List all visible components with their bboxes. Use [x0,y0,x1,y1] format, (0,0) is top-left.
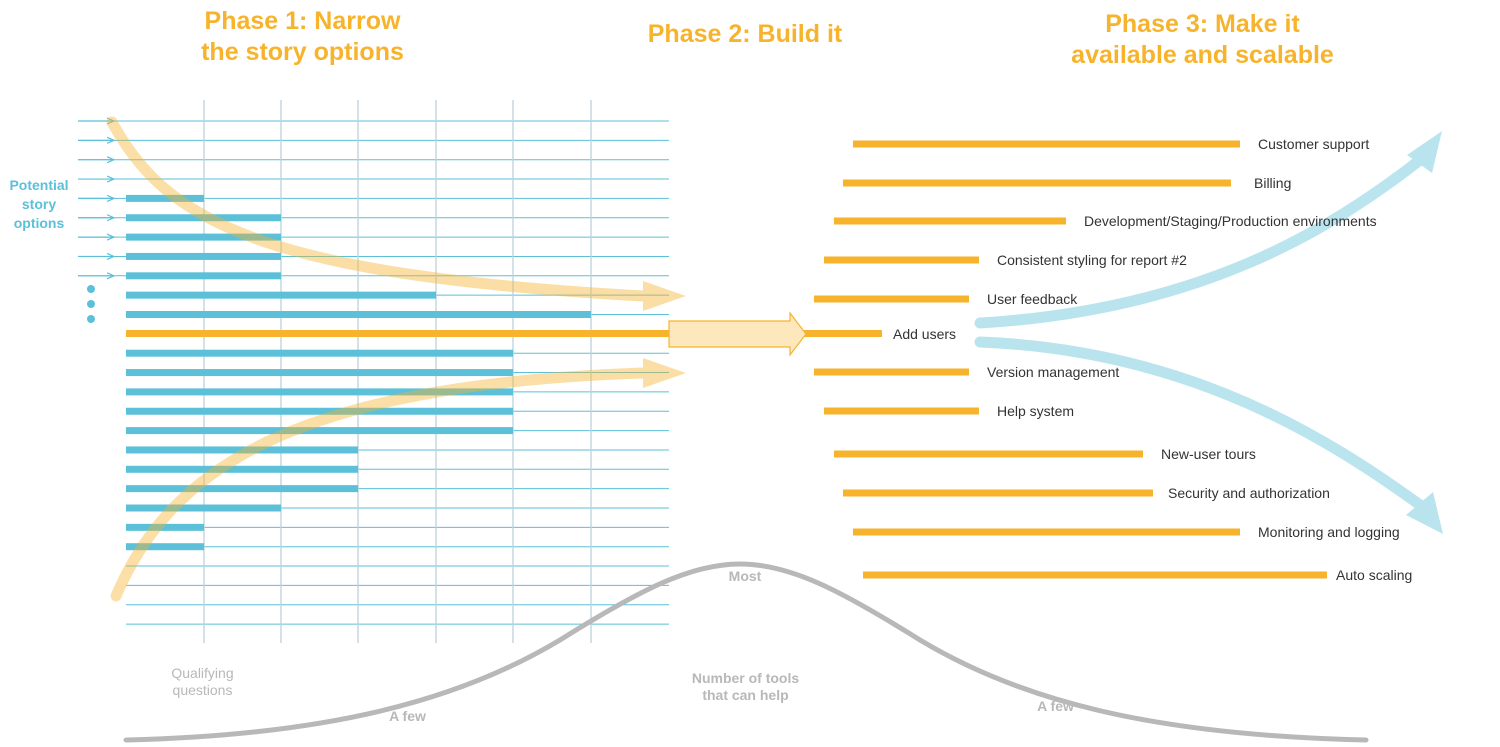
task-bar [834,217,1066,225]
story-option-bar [126,446,358,454]
story-option-bar [126,252,281,260]
story-option-bar [126,427,513,435]
a-few-right-label: A few [1037,698,1074,714]
story-option-bar [126,233,281,241]
side-label-line: options [13,215,65,231]
task-bar [814,368,969,376]
scale-arrow-down [974,336,1426,511]
qualifying-questions-label: Qualifying questions [150,665,255,699]
story-option-bar [126,272,281,280]
most-label: Most [728,568,762,584]
scale-arrow-down-head [1406,492,1443,534]
phase-3-title-line: Phase 3: Make it [1105,10,1300,38]
narrowing-arrows [106,116,686,602]
story-option-bar [126,291,436,299]
qualifying-label-line: Qualifying [171,665,234,681]
a-few-left-label: A few [389,708,426,724]
task-label: Help system [997,403,1075,419]
phase-1-title-line: Phase 1: Narrow [204,7,401,35]
task-bar [814,295,969,303]
story-option-bar [126,369,513,377]
task-label: Monitoring and logging [1258,524,1400,540]
task-label: Billing [1254,175,1292,191]
ellipsis-dot [87,315,95,323]
story-option-bar [126,407,513,415]
story-option-bar [126,214,281,222]
story-option-bar [126,311,591,318]
story-option-bar [126,465,358,473]
task-label: Auto scaling [1336,567,1413,583]
task-label: Consistent styling for report #2 [997,252,1187,268]
tools-bell-curve [123,561,1369,743]
phase-2-title-line: Phase 2: Build it [647,20,843,48]
task-bar [834,450,1143,458]
side-label-line: Potential [9,177,69,193]
task-bar [824,407,979,415]
task-bar [843,179,1231,187]
ellipsis-dot [87,285,95,293]
task-label: New-user tours [1161,446,1256,462]
side-label-line: story [21,196,57,212]
task-bar [863,571,1327,579]
tools-label-line: that can help [702,687,789,703]
task-bar [853,528,1240,536]
ellipsis-dots [87,285,95,323]
task-label: Add users [893,326,957,342]
ellipsis-dot [87,300,95,308]
add-users-bar-extension [800,330,882,337]
task-bar [824,256,979,264]
task-label: Version management [987,364,1120,380]
task-label: Development/Staging/Production environme… [1084,213,1377,229]
phase-1-title: Phase 1: Narrow the story options [150,6,455,68]
story-option-bar [126,388,513,396]
tools-label-line: Number of tools [691,670,800,686]
task-bar [843,489,1153,497]
story-option-bar [126,523,204,531]
task-bar [853,140,1240,148]
phase-3-title: Phase 3: Make it available and scalable [1030,9,1375,71]
story-option-bar [126,194,204,202]
input-arrows [78,121,114,276]
task-label: Security and authorization [1168,485,1330,501]
scale-arrow-up-head [1407,131,1442,173]
narrow-arrow-top-head [643,281,686,311]
narrow-arrow-bottom-head [643,358,686,388]
scale-arrow-up [974,154,1426,329]
task-label: Customer support [1258,136,1370,152]
option-bars [126,194,591,551]
story-option-bar [126,349,513,357]
potential-story-options-label: Potential story options [0,176,78,233]
task-bars [814,140,1327,579]
narrow-arrow-top [106,116,649,302]
phase-1-title-line: the story options [201,38,404,66]
build-arrow-icon [668,311,807,357]
scaling-arrows [974,131,1443,534]
chosen-story-bar [126,330,670,337]
phase-3-title-line: available and scalable [1071,41,1334,69]
number-of-tools-label: Number of tools that can help [668,670,823,704]
story-option-bar [126,504,281,512]
story-option-bar [126,543,204,551]
phase-2-title: Phase 2: Build it [600,19,890,50]
task-label: User feedback [987,291,1078,307]
narrow-arrow-bottom [110,367,649,602]
story-option-bar [126,485,358,493]
qualifying-label-line: questions [172,682,233,698]
